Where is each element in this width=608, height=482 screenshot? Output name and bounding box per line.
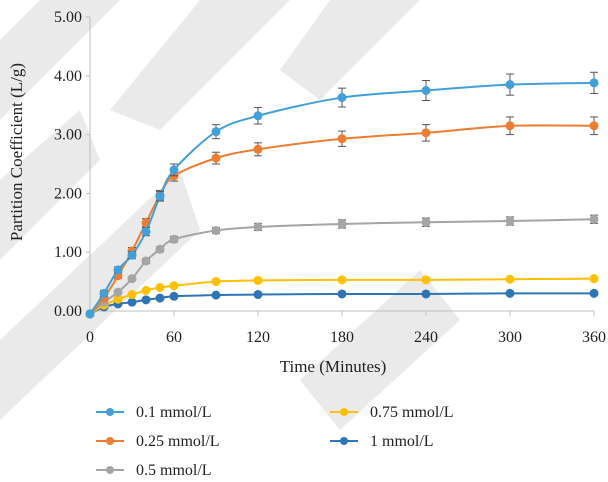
data-point [169, 234, 179, 244]
data-point [421, 275, 431, 285]
legend-label: 0.1 mmol/L [136, 404, 212, 421]
data-point [211, 277, 221, 287]
data-point [211, 153, 221, 163]
data-point [505, 80, 515, 90]
data-point [505, 274, 515, 284]
data-point [169, 291, 179, 301]
data-point [337, 275, 347, 285]
data-point [127, 250, 137, 260]
data-point [505, 288, 515, 298]
series-0-75-mmol-l [85, 274, 599, 319]
y-tick-label: 4.00 [54, 68, 82, 85]
legend-label: 0.5 mmol/L [136, 462, 212, 479]
data-point [421, 128, 431, 138]
series-layer [85, 71, 599, 319]
data-point [253, 111, 263, 121]
data-point [113, 265, 123, 275]
legend-item-0-1-mmol-l: 0.1 mmol/L [96, 404, 212, 421]
x-tick-label: 240 [414, 329, 438, 346]
data-point [169, 165, 179, 175]
data-point [253, 144, 263, 154]
legend-item-0-5-mmol-l: 0.5 mmol/L [96, 462, 212, 479]
data-point [155, 191, 165, 201]
legend-swatch-marker [340, 437, 348, 445]
legend: 0.1 mmol/L 0.25 mmol/L 0.5 mmol/L 0.75 mmol… [96, 404, 454, 479]
x-tick-label: 360 [582, 329, 606, 346]
data-point [589, 274, 599, 284]
data-point [211, 225, 221, 235]
x-tick-label: 60 [166, 329, 182, 346]
series-0-5-mmol-l [85, 214, 599, 319]
legend-item-0-25-mmol-l: 0.25 mmol/L [96, 433, 220, 450]
data-point [505, 121, 515, 131]
legend-item-1-mmol-l: 1 mmol/L [330, 433, 434, 450]
x-tick-label: 120 [246, 329, 270, 346]
data-point [155, 293, 165, 303]
y-tick-label: 2.00 [54, 185, 82, 202]
legend-label: 0.25 mmol/L [136, 433, 220, 450]
series-0-1-mmol-l [85, 71, 599, 319]
data-point [85, 309, 95, 319]
legend-swatch-marker [340, 408, 348, 416]
x-axis: 0 60 120 180 240 300 360 [86, 310, 606, 346]
data-point [253, 222, 263, 232]
data-point [211, 290, 221, 300]
legend-swatch-marker [106, 466, 114, 474]
data-point [589, 78, 599, 88]
x-axis-title: Time (Minutes) [280, 357, 387, 376]
data-point [141, 295, 151, 305]
data-point [141, 227, 151, 237]
y-tick-label: 0.00 [54, 303, 82, 320]
data-point [421, 86, 431, 95]
data-point [155, 282, 165, 292]
y-tick-label: 3.00 [54, 127, 82, 144]
data-point [337, 93, 347, 103]
data-point [589, 121, 599, 131]
data-point [113, 287, 123, 297]
data-point [127, 290, 137, 300]
data-point [127, 297, 137, 307]
data-point [169, 281, 179, 291]
legend-swatch-marker [106, 437, 114, 445]
data-point [421, 217, 431, 227]
data-point [141, 256, 151, 266]
data-point [211, 127, 221, 137]
data-point [337, 219, 347, 229]
y-tick-label: 5.00 [54, 9, 82, 26]
y-axis: 0.00 1.00 2.00 3.00 4.00 5.00 [54, 9, 91, 320]
data-point [421, 289, 431, 299]
data-point [99, 288, 109, 298]
data-point [127, 274, 137, 284]
y-tick-label: 1.00 [54, 244, 82, 261]
data-point [253, 275, 263, 285]
data-point [337, 289, 347, 299]
data-point [589, 214, 599, 224]
legend-label: 0.75 mmol/L [370, 404, 454, 421]
y-axis-title: Partition Coefficient (L/g) [7, 63, 26, 241]
x-tick-label: 300 [498, 329, 522, 346]
data-point [337, 134, 347, 144]
x-tick-label: 180 [330, 329, 354, 346]
data-point [505, 216, 515, 226]
watermark-stripes [0, 0, 460, 430]
plot-area: 0.00 1.00 2.00 3.00 4.00 5.00 0 60 120 180 240 300… [54, 9, 606, 346]
legend-swatch-marker [106, 408, 114, 416]
data-point [141, 285, 151, 295]
legend-label: 1 mmol/L [370, 433, 434, 450]
data-point [589, 288, 599, 298]
x-tick-label: 0 [86, 329, 94, 346]
legend-item-0-75-mmol-l: 0.75 mmol/L [330, 404, 454, 421]
data-point [155, 244, 165, 254]
data-point [253, 290, 263, 300]
